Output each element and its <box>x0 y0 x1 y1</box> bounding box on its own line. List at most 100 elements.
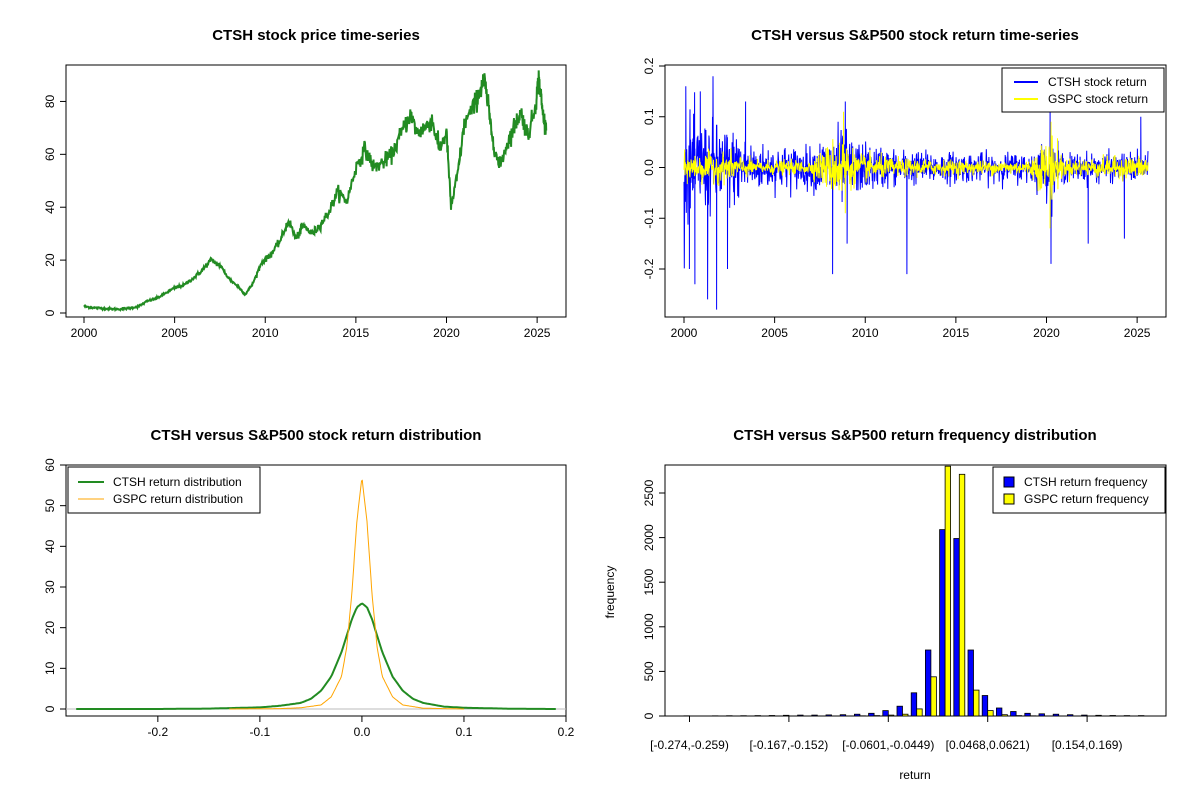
gspc-bar <box>887 714 895 716</box>
frequency-distribution-panel: CTSH versus S&P500 return frequency dist… <box>603 427 1167 782</box>
y-tick-label: 10 <box>43 661 57 675</box>
legend-label: GSPC return frequency <box>1024 492 1149 506</box>
x-tick-label: 2025 <box>524 326 551 340</box>
legend-box <box>992 466 1166 514</box>
gspc-density-curve <box>229 479 464 710</box>
y-tick-label: 60 <box>43 147 57 161</box>
x-tick-label: 2015 <box>343 326 370 340</box>
y-tick-label: 0.0 <box>642 159 656 176</box>
x-tick-label: 2020 <box>1033 326 1060 340</box>
x-axis-label: return <box>899 768 930 782</box>
x-tick-label: 2005 <box>761 326 788 340</box>
return-distribution-panel: CTSH versus S&P500 stock return distribu… <box>43 427 575 739</box>
y-tick-label: 0 <box>43 705 57 712</box>
gspc-bar <box>1001 714 1008 716</box>
y-tick-label: 60 <box>43 458 57 472</box>
ctsh-bar <box>1067 714 1074 716</box>
price-chart-panel: CTSH stock price time-series 0 20 40 60 80 20… <box>43 27 567 340</box>
chart-title: CTSH versus S&P500 stock return time-ser… <box>751 27 1079 44</box>
y-tick-label: 30 <box>43 580 57 594</box>
ctsh-bar <box>854 713 861 716</box>
ctsh-bar <box>953 538 960 716</box>
x-tick-label: 2025 <box>1124 326 1151 340</box>
y-tick-label: 2000 <box>642 524 656 551</box>
ctsh-density-curve <box>76 602 556 710</box>
ctsh-bar <box>1038 713 1045 716</box>
ctsh-bar <box>683 715 690 716</box>
legend-label: CTSH return frequency <box>1024 475 1147 489</box>
ctsh-bar <box>740 715 747 716</box>
bars <box>683 465 1150 716</box>
x-tick-label: [0.154,0.169) <box>1052 738 1123 752</box>
x-tick-label: 2005 <box>161 326 188 340</box>
x-tick-label: 2010 <box>852 326 879 340</box>
gspc-bar <box>987 710 994 716</box>
gspc-bar <box>930 676 937 716</box>
x-tick-label: -0.1 <box>250 725 271 739</box>
x-tick-label: 2000 <box>71 326 98 340</box>
plot-box <box>664 64 1167 318</box>
y-tick-label: 2500 <box>642 479 656 506</box>
legend-box <box>67 466 261 514</box>
legend: CTSH return distribution GSPC return dist… <box>67 466 261 514</box>
return-timeseries-panel: CTSH versus S&P500 stock return time-ser… <box>642 27 1167 340</box>
legend-label: CTSH return distribution <box>113 475 242 489</box>
gspc-bar <box>916 708 923 716</box>
y-tick-label: 1500 <box>642 569 656 596</box>
ctsh-bar <box>1081 714 1088 716</box>
y-tick-label: 80 <box>43 94 57 108</box>
ctsh-bar <box>726 715 733 716</box>
ctsh-bar <box>925 649 932 716</box>
y-tick-label: 50 <box>43 499 57 513</box>
y-tick-label: 40 <box>43 200 57 214</box>
ctsh-bar <box>910 692 918 716</box>
legend-label: GSPC return distribution <box>113 492 243 506</box>
ctsh-bar <box>996 707 1003 716</box>
y-tick-label: -0.1 <box>642 208 656 229</box>
ctsh-bar <box>939 529 946 716</box>
y-tick-label: 0.1 <box>642 108 656 125</box>
plot-box <box>65 464 567 717</box>
x-tick-label: 0.0 <box>354 725 371 739</box>
legend-swatch <box>1003 493 1015 505</box>
ctsh-bar <box>1095 714 1102 716</box>
y-tick-label: 0 <box>642 712 656 719</box>
y-tick-label: 0.2 <box>642 57 656 74</box>
ctsh-bar <box>797 714 804 716</box>
y-axis-label: frequency <box>603 566 617 619</box>
ctsh-bar <box>1052 713 1060 716</box>
x-tick-label: 2020 <box>433 326 460 340</box>
ctsh-bar <box>967 649 974 716</box>
price-line <box>83 70 548 313</box>
x-tick-label: [-0.0601,-0.0449) <box>842 738 934 752</box>
legend-box <box>1001 67 1165 113</box>
ctsh-bar <box>825 714 832 716</box>
chart-title: CTSH versus S&P500 stock return distribu… <box>151 427 482 444</box>
ctsh-bar <box>697 715 705 716</box>
y-tick-label: 0 <box>43 309 57 316</box>
gspc-return-series <box>683 111 1149 229</box>
ctsh-bar <box>1024 712 1031 716</box>
ctsh-bar <box>868 712 875 716</box>
plot-box <box>65 64 567 318</box>
x-tick-label: 2015 <box>943 326 970 340</box>
x-tick-label: [-0.274,-0.259) <box>650 738 729 752</box>
ctsh-bar <box>882 710 889 716</box>
chart-title: CTSH stock price time-series <box>212 27 420 44</box>
ctsh-bar <box>1010 711 1017 716</box>
x-tick-label: [-0.167,-0.152) <box>750 738 829 752</box>
gspc-bar <box>1015 715 1022 716</box>
legend: CTSH stock return GSPC stock return <box>1001 67 1165 113</box>
legend-swatch <box>1003 476 1015 488</box>
x-tick-label: 2010 <box>252 326 279 340</box>
chart-title: CTSH versus S&P500 return frequency dist… <box>733 427 1096 444</box>
y-tick-label: 1000 <box>642 613 656 640</box>
x-tick-label: 0.1 <box>456 725 473 739</box>
x-tick-label: 2000 <box>671 326 698 340</box>
gspc-bar <box>859 715 866 716</box>
gspc-bar <box>958 473 966 716</box>
ctsh-bar <box>839 714 847 716</box>
gspc-bar <box>902 713 909 716</box>
